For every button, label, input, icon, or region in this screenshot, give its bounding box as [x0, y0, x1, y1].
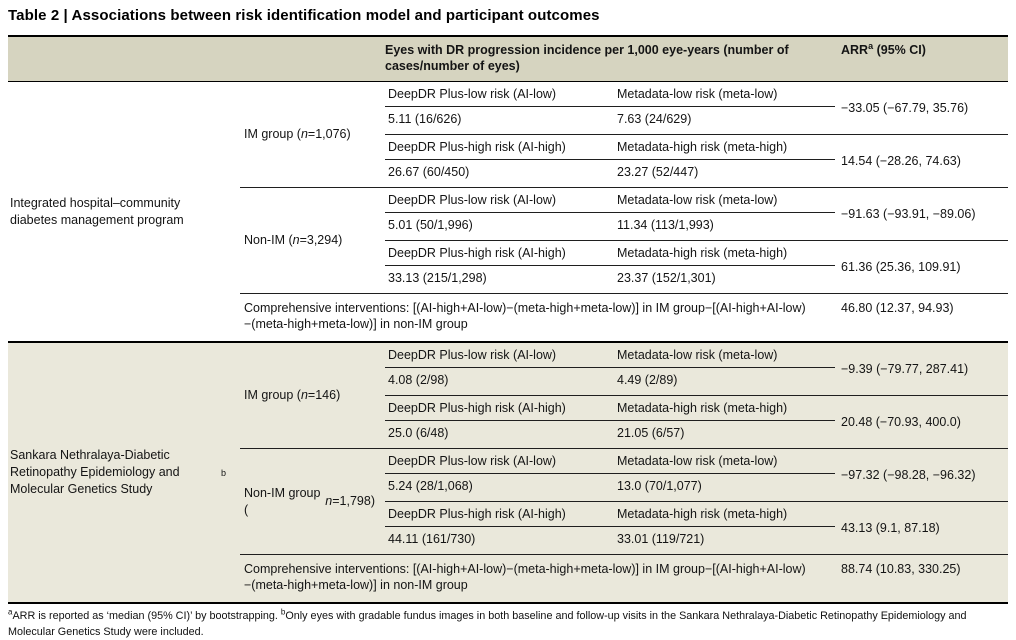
group-label: Non-IM group (n =1,798) — [244, 485, 375, 517]
metadata-value-cell: 23.37 (152/1,301) — [617, 271, 716, 285]
deepdr-label-cell: DeepDR Plus-high risk (AI-high) — [388, 401, 566, 415]
deepdr-value-cell: 5.01 (50/1,996) — [388, 218, 473, 232]
metadata-value-cell: 33.01 (119/721) — [617, 532, 705, 546]
comprehensive-row: Comprehensive interventions: [(AI-high+A… — [240, 554, 1008, 602]
table-footnote: aARR is reported as ‘median (95% CI)’ by… — [8, 607, 967, 638]
deepdr-label-cell: DeepDR Plus-low risk (AI-low) — [388, 193, 557, 207]
arr-value-cell: −91.63 (−93.91, −89.06) — [841, 206, 976, 221]
metadata-value-cell: 23.27 (52/447) — [617, 165, 699, 179]
deepdr-label-cell: DeepDR Plus-high risk (AI-high) — [388, 140, 566, 154]
metadata-label-cell: Metadata-low risk (meta-low) — [617, 193, 778, 207]
group-row-non-im: Non-IM (n =3,294) DeepDR Plus-low risk (A… — [240, 187, 1008, 293]
deepdr-value-cell: 44.11 (161/730) — [388, 532, 476, 546]
program-label: Integrated hospital–community diabetes m… — [10, 195, 184, 227]
deepdr-label-cell: DeepDR Plus-high risk (AI-high) — [388, 246, 566, 260]
incidence-column-header: Eyes with DR progression incidence per 1… — [385, 43, 789, 73]
deepdr-value-cell: 26.67 (60/450) — [388, 165, 470, 179]
arr-value-cell: 61.36 (25.36, 109.91) — [841, 259, 961, 274]
section-sankara-study: Sankara Nethralaya-Diabetic Retinopathy … — [8, 341, 1008, 602]
group-row-non-im: Non-IM group (n =1,798) DeepDR Plus-low r… — [240, 448, 1008, 554]
group-label: IM group (n =1,076) — [244, 127, 351, 141]
arr-value-cell: 20.48 (−70.93, 400.0) — [841, 414, 961, 429]
group-row-im: IM group (n =1,076) DeepDR Plus-low risk … — [240, 82, 1008, 187]
header-spacer — [8, 42, 385, 74]
program-label: Sankara Nethralaya-Diabetic Retinopathy … — [10, 448, 226, 496]
group-label: Non-IM (n =3,294) — [244, 233, 343, 247]
risk-block-low: DeepDR Plus-low risk (AI-low) Metadata-l… — [385, 449, 1008, 501]
arr-value-cell: 88.74 (10.83, 330.25) — [841, 562, 961, 576]
deepdr-value-cell: 33.13 (215/1,298) — [388, 271, 487, 285]
risk-block-low: DeepDR Plus-low risk (AI-low) Metadata-l… — [385, 188, 1008, 240]
risk-block-low: DeepDR Plus-low risk (AI-low) Metadata-l… — [385, 343, 1008, 395]
metadata-label-cell: Metadata-low risk (meta-low) — [617, 87, 778, 101]
metadata-label-cell: Metadata-high risk (meta-high) — [617, 507, 788, 521]
section-integrated-program: Integrated hospital–community diabetes m… — [8, 82, 1008, 341]
metadata-label-cell: Metadata-low risk (meta-low) — [617, 454, 778, 468]
deepdr-label-cell: DeepDR Plus-low risk (AI-low) — [388, 348, 557, 362]
deepdr-value-cell: 5.11 (16/626) — [388, 112, 462, 126]
metadata-value-cell: 11.34 (113/1,993) — [617, 218, 714, 232]
metadata-value-cell: 13.0 (70/1,077) — [617, 479, 702, 493]
arr-value-cell: −9.39 (−79.77, 287.41) — [841, 361, 969, 376]
metadata-value-cell: 7.63 (24/629) — [617, 112, 692, 126]
metadata-label-cell: Metadata-high risk (meta-high) — [617, 246, 788, 260]
comprehensive-text: Comprehensive interventions: [(AI-high+A… — [244, 562, 806, 592]
arr-value-cell: 46.80 (12.37, 94.93) — [841, 301, 954, 315]
deepdr-label-cell: DeepDR Plus-low risk (AI-low) — [388, 454, 557, 468]
metadata-label-cell: Metadata-high risk (meta-high) — [617, 401, 788, 415]
risk-block-high: DeepDR Plus-high risk (AI-high) Metadata… — [385, 501, 1008, 554]
risk-block-low: DeepDR Plus-low risk (AI-low) Metadata-l… — [385, 82, 1008, 134]
deepdr-value-cell: 5.24 (28/1,068) — [388, 479, 473, 493]
table-header-row: Eyes with DR progression incidence per 1… — [8, 35, 1008, 82]
metadata-value-cell: 4.49 (2/89) — [617, 373, 678, 387]
deepdr-value-cell: 25.0 (6/48) — [388, 426, 449, 440]
arr-value-cell: −97.32 (−98.28, −96.32) — [841, 467, 976, 482]
arr-column-header: ARRa (95% CI) — [841, 40, 926, 57]
risk-block-high: DeepDR Plus-high risk (AI-high) Metadata… — [385, 240, 1008, 293]
comprehensive-text: Comprehensive interventions: [(AI-high+A… — [244, 301, 806, 331]
deepdr-label-cell: DeepDR Plus-high risk (AI-high) — [388, 507, 566, 521]
risk-block-high: DeepDR Plus-high risk (AI-high) Metadata… — [385, 395, 1008, 448]
group-label: IM group (n =146) — [244, 388, 341, 402]
deepdr-label-cell: DeepDR Plus-low risk (AI-low) — [388, 87, 557, 101]
arr-value-cell: −33.05 (−67.79, 35.76) — [841, 100, 969, 115]
arr-value-cell: 43.13 (9.1, 87.18) — [841, 520, 940, 535]
deepdr-value-cell: 4.08 (2/98) — [388, 373, 449, 387]
metadata-label-cell: Metadata-high risk (meta-high) — [617, 140, 788, 154]
metadata-value-cell: 21.05 (6/57) — [617, 426, 685, 440]
comprehensive-row: Comprehensive interventions: [(AI-high+A… — [240, 293, 1008, 341]
metadata-label-cell: Metadata-low risk (meta-low) — [617, 348, 778, 362]
risk-block-high: DeepDR Plus-high risk (AI-high) Metadata… — [385, 134, 1008, 187]
arr-value-cell: 14.54 (−28.26, 74.63) — [841, 153, 961, 168]
table-title: Table 2 | Associations between risk iden… — [8, 7, 600, 24]
results-table: Eyes with DR progression incidence per 1… — [8, 35, 1008, 604]
group-row-im: IM group (n =146) DeepDR Plus-low risk (A… — [240, 343, 1008, 448]
